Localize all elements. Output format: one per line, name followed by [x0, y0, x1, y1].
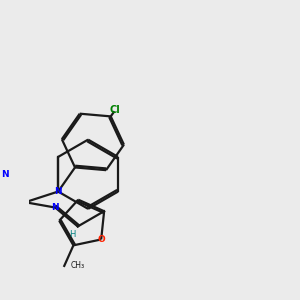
Text: N: N	[54, 187, 62, 196]
Text: Cl: Cl	[110, 105, 121, 115]
Text: H: H	[69, 230, 76, 238]
Text: N: N	[1, 170, 9, 179]
Text: CH₃: CH₃	[70, 261, 85, 270]
Text: O: O	[97, 235, 105, 244]
Text: N: N	[51, 203, 59, 212]
